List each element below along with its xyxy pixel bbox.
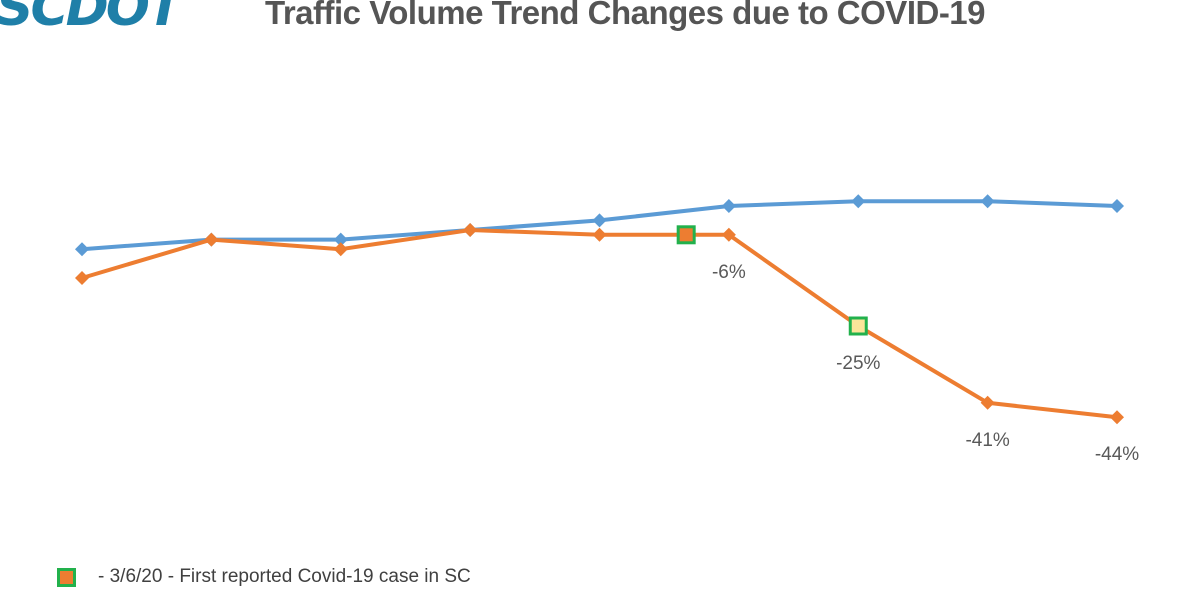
event-marker (676, 225, 696, 245)
data-label: -44% (1095, 444, 1139, 465)
legend-swatch (57, 567, 76, 587)
legend-text: - 3/6/20 - First reported Covid-19 case … (98, 566, 471, 587)
data-point (75, 242, 89, 257)
data-point (721, 199, 736, 213)
data-point (1110, 199, 1124, 213)
series-line-1 (81, 228, 1118, 420)
event-marker (848, 316, 868, 336)
data-point (980, 194, 995, 209)
chart-title: Traffic Volume Trend Changes due to COVI… (265, 0, 986, 31)
data-point (1110, 410, 1124, 425)
data-point (851, 194, 866, 209)
data-point (204, 232, 219, 247)
data-point (592, 227, 607, 242)
data-label: -41% (965, 430, 1009, 451)
data-label: -25% (836, 353, 880, 374)
data-point (333, 242, 348, 257)
data-point (463, 223, 478, 237)
legend: - 3/6/20 - First reported Covid-19 case … (57, 566, 471, 588)
data-point (980, 395, 995, 410)
data-point (75, 271, 89, 285)
data-point (721, 227, 736, 242)
data-label: -6% (712, 262, 746, 283)
data-point (592, 213, 607, 228)
scdot-logo: SCDOT (0, 0, 182, 38)
data-point (333, 232, 348, 247)
